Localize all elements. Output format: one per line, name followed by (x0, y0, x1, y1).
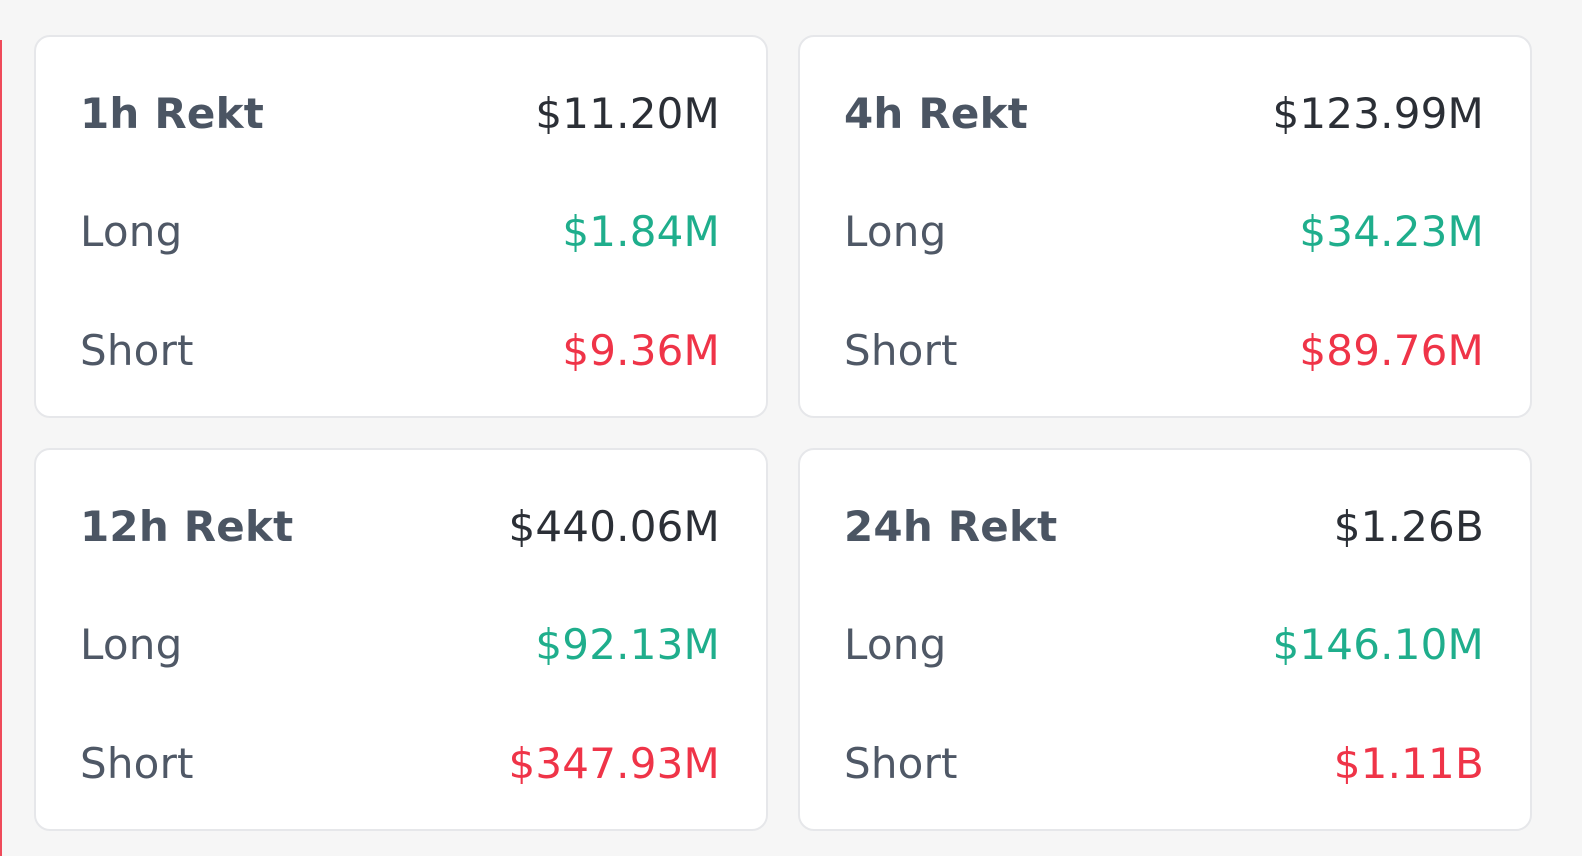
rekt-card-12h: 12h Rekt $440.06M Long $92.13M Short $34… (34, 448, 768, 831)
rekt-card-24h: 24h Rekt $1.26B Long $146.10M Short $1.1… (798, 448, 1532, 831)
short-label: Short (80, 325, 194, 375)
short-label: Short (80, 738, 194, 788)
long-label: Long (844, 207, 947, 256)
short-label: Short (844, 325, 958, 375)
long-label: Long (844, 620, 947, 669)
rekt-card-header: 1h Rekt $11.20M (80, 75, 720, 151)
rekt-card-header: 24h Rekt $1.26B (844, 488, 1484, 564)
long-value: $1.84M (562, 207, 720, 256)
rekt-card-title: 24h Rekt (844, 501, 1058, 551)
rekt-total-value: $1.26B (1333, 501, 1484, 551)
long-label: Long (80, 620, 183, 669)
rekt-card-1h: 1h Rekt $11.20M Long $1.84M Short $9.36M (34, 35, 768, 418)
rekt-total-value: $11.20M (535, 88, 720, 138)
rekt-card-title: 1h Rekt (80, 88, 264, 138)
rekt-card-title: 4h Rekt (844, 88, 1028, 138)
long-row: Long $92.13M (80, 607, 720, 683)
short-row: Short $89.76M (844, 312, 1484, 388)
rekt-card-4h: 4h Rekt $123.99M Long $34.23M Short $89.… (798, 35, 1532, 418)
long-row: Long $1.84M (80, 194, 720, 270)
left-accent-edge (0, 40, 2, 856)
rekt-card-header: 12h Rekt $440.06M (80, 488, 720, 564)
long-row: Long $34.23M (844, 194, 1484, 270)
long-value: $146.10M (1272, 620, 1484, 669)
rekt-card-header: 4h Rekt $123.99M (844, 75, 1484, 151)
long-row: Long $146.10M (844, 607, 1484, 683)
long-value: $34.23M (1299, 207, 1484, 256)
short-row: Short $347.93M (80, 725, 720, 801)
short-value: $9.36M (562, 325, 720, 375)
rekt-total-value: $123.99M (1272, 88, 1484, 138)
short-value: $1.11B (1333, 738, 1484, 788)
long-label: Long (80, 207, 183, 256)
short-row: Short $1.11B (844, 725, 1484, 801)
short-value: $89.76M (1299, 325, 1484, 375)
long-value: $92.13M (535, 620, 720, 669)
rekt-cards-grid: 1h Rekt $11.20M Long $1.84M Short $9.36M… (34, 35, 1532, 831)
short-row: Short $9.36M (80, 312, 720, 388)
short-label: Short (844, 738, 958, 788)
short-value: $347.93M (508, 738, 720, 788)
rekt-card-title: 12h Rekt (80, 501, 294, 551)
rekt-total-value: $440.06M (508, 501, 720, 551)
